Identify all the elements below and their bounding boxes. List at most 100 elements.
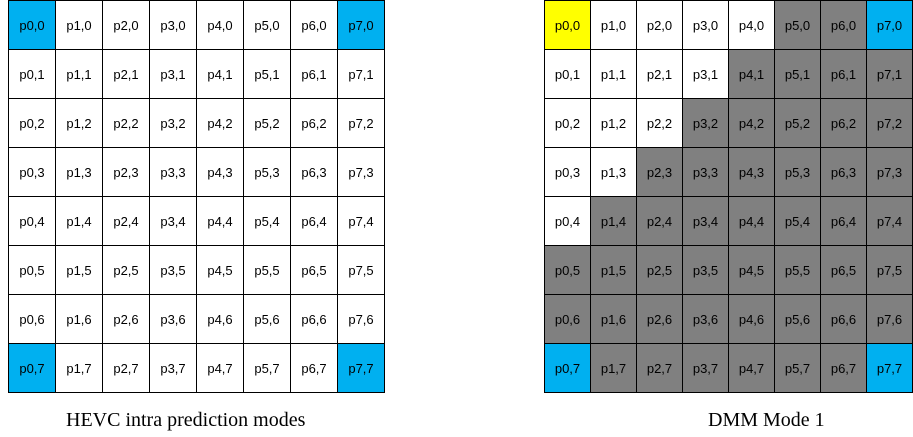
dmm-pixel-cell: p0,6 <box>544 294 591 344</box>
hevc-grid-row: p0,3 p1,3 p2,3 p3,3 p4,3 p5,3 p6,3 p7,3 <box>8 147 385 197</box>
hevc-pixel-cell: p2,0 <box>102 0 150 50</box>
hevc-pixel-cell: p5,3 <box>243 147 291 197</box>
hevc-pixel-cell: p4,1 <box>196 49 244 99</box>
dmm-pixel-cell: p2,0 <box>636 0 683 50</box>
hevc-pixel-cell: p2,1 <box>102 49 150 99</box>
hevc-pixel-cell: p6,5 <box>290 245 338 295</box>
dmm-pixel-cell: p3,7 <box>682 343 729 393</box>
dmm-pixel-cell: p0,5 <box>544 245 591 295</box>
dmm-grid-row: p0,7 p1,7 p2,7 p3,7 p4,7 p5,7 p6,7 p7,7 <box>544 343 913 393</box>
dmm-pixel-cell: p5,1 <box>774 49 821 99</box>
dmm-caption: DMM Mode 1 <box>708 409 825 431</box>
dmm-pixel-cell: p0,2 <box>544 98 591 148</box>
hevc-pixel-cell: p5,0 <box>243 0 291 50</box>
dmm-pixel-cell: p6,0 <box>820 0 867 50</box>
dmm-pixel-cell: p4,2 <box>728 98 775 148</box>
hevc-pixel-cell: p2,3 <box>102 147 150 197</box>
hevc-pixel-cell: p7,0 <box>337 0 385 50</box>
hevc-pixel-cell: p0,2 <box>8 98 56 148</box>
hevc-grid-row: p0,0 p1,0 p2,0 p3,0 p4,0 p5,0 p6,0 p7,0 <box>8 0 385 50</box>
dmm-pixel-cell: p5,0 <box>774 0 821 50</box>
hevc-pixel-cell: p1,3 <box>55 147 103 197</box>
dmm-pixel-cell: p3,5 <box>682 245 729 295</box>
dmm-grid-row: p0,3 p1,3 p2,3 p3,3 p4,3 p5,3 p6,3 p7,3 <box>544 147 913 197</box>
dmm-pixel-cell: p3,4 <box>682 196 729 246</box>
hevc-pixel-cell: p5,2 <box>243 98 291 148</box>
hevc-pixel-cell: p5,4 <box>243 196 291 246</box>
hevc-pixel-cell: p4,6 <box>196 294 244 344</box>
hevc-pixel-cell: p7,2 <box>337 98 385 148</box>
dmm-pixel-cell: p4,7 <box>728 343 775 393</box>
hevc-pixel-cell: p5,6 <box>243 294 291 344</box>
hevc-pixel-cell: p4,2 <box>196 98 244 148</box>
hevc-pixel-cell: p6,6 <box>290 294 338 344</box>
dmm-pixel-cell: p4,1 <box>728 49 775 99</box>
dmm-pixel-cell: p4,0 <box>728 0 775 50</box>
hevc-pixel-cell: p1,6 <box>55 294 103 344</box>
dmm-pixel-cell: p2,5 <box>636 245 683 295</box>
hevc-pixel-cell: p6,1 <box>290 49 338 99</box>
hevc-pixel-cell: p4,0 <box>196 0 244 50</box>
dmm-grid-row: p0,5 p1,5 p2,5 p3,5 p4,5 p5,5 p6,5 p7,5 <box>544 245 913 295</box>
dmm-pixel-cell: p3,3 <box>682 147 729 197</box>
hevc-pixel-cell: p3,7 <box>149 343 197 393</box>
hevc-pixel-cell: p4,7 <box>196 343 244 393</box>
dmm-pixel-cell: p1,1 <box>590 49 637 99</box>
hevc-pixel-cell: p5,5 <box>243 245 291 295</box>
hevc-pixel-cell: p0,1 <box>8 49 56 99</box>
hevc-pixel-cell: p1,5 <box>55 245 103 295</box>
hevc-pixel-cell: p0,4 <box>8 196 56 246</box>
dmm-pixel-cell: p7,1 <box>866 49 913 99</box>
dmm-pixel-cell: p1,3 <box>590 147 637 197</box>
dmm-pixel-cell: p3,1 <box>682 49 729 99</box>
dmm-pixel-cell: p4,3 <box>728 147 775 197</box>
hevc-grid-row: p0,1 p1,1 p2,1 p3,1 p4,1 p5,1 p6,1 p7,1 <box>8 49 385 99</box>
dmm-pixel-cell: p6,2 <box>820 98 867 148</box>
dmm-pixel-cell: p7,4 <box>866 196 913 246</box>
dmm-pixel-cell: p6,3 <box>820 147 867 197</box>
dmm-pixel-cell: p3,0 <box>682 0 729 50</box>
hevc-pixel-cell: p7,7 <box>337 343 385 393</box>
hevc-pixel-cell: p0,3 <box>8 147 56 197</box>
hevc-pixel-cell: p6,2 <box>290 98 338 148</box>
dmm-pixel-cell: p1,7 <box>590 343 637 393</box>
hevc-pixel-cell: p2,2 <box>102 98 150 148</box>
dmm-pixel-cell: p0,0 <box>544 0 591 50</box>
dmm-mode1-panel: p0,0 p1,0 p2,0 p3,0 p4,0 p5,0 p6,0 p7,0 p0,1 p1,1… <box>544 0 913 437</box>
hevc-pixel-cell: p6,4 <box>290 196 338 246</box>
hevc-pixel-cell: p5,7 <box>243 343 291 393</box>
dmm-pixel-cell: p5,5 <box>774 245 821 295</box>
hevc-pixel-cell: p0,7 <box>8 343 56 393</box>
dmm-pixel-cell: p1,6 <box>590 294 637 344</box>
hevc-intra-panel: p0,0 p1,0 p2,0 p3,0 p4,0 p5,0 p6,0 p7,0 p0,1 p1,1… <box>8 0 388 437</box>
dmm-pixel-cell: p1,0 <box>590 0 637 50</box>
dmm-pixel-cell: p6,6 <box>820 294 867 344</box>
dmm-pixel-cell: p1,2 <box>590 98 637 148</box>
dmm-pixel-cell: p4,4 <box>728 196 775 246</box>
dmm-pixel-cell: p4,6 <box>728 294 775 344</box>
dmm-pixel-cell: p2,6 <box>636 294 683 344</box>
hevc-pixel-cell: p4,5 <box>196 245 244 295</box>
dmm-pixel-cell: p0,7 <box>544 343 591 393</box>
dmm-pixel-cell: p7,7 <box>866 343 913 393</box>
hevc-pixel-cell: p7,6 <box>337 294 385 344</box>
hevc-grid-row: p0,5 p1,5 p2,5 p3,5 p4,5 p5,5 p6,5 p7,5 <box>8 245 385 295</box>
dmm-pixel-cell: p6,7 <box>820 343 867 393</box>
dmm-pixel-cell: p4,5 <box>728 245 775 295</box>
hevc-pixel-cell: p7,3 <box>337 147 385 197</box>
hevc-pixel-cell: p6,7 <box>290 343 338 393</box>
dmm-pixel-cell: p0,1 <box>544 49 591 99</box>
hevc-pixel-cell: p0,0 <box>8 0 56 50</box>
hevc-pixel-cell: p3,0 <box>149 0 197 50</box>
dmm-pixel-cell: p3,2 <box>682 98 729 148</box>
dmm-pixel-cell: p1,4 <box>590 196 637 246</box>
hevc-pixel-cell: p7,4 <box>337 196 385 246</box>
dmm-pixel-cell: p7,2 <box>866 98 913 148</box>
hevc-grid-row: p0,4 p1,4 p2,4 p3,4 p4,4 p5,4 p6,4 p7,4 <box>8 196 385 246</box>
dmm-pixel-cell: p7,0 <box>866 0 913 50</box>
dmm-pixel-cell: p5,3 <box>774 147 821 197</box>
hevc-pixel-cell: p2,4 <box>102 196 150 246</box>
hevc-pixel-cell: p3,1 <box>149 49 197 99</box>
hevc-pixel-cell: p1,4 <box>55 196 103 246</box>
hevc-pixel-cell: p1,0 <box>55 0 103 50</box>
